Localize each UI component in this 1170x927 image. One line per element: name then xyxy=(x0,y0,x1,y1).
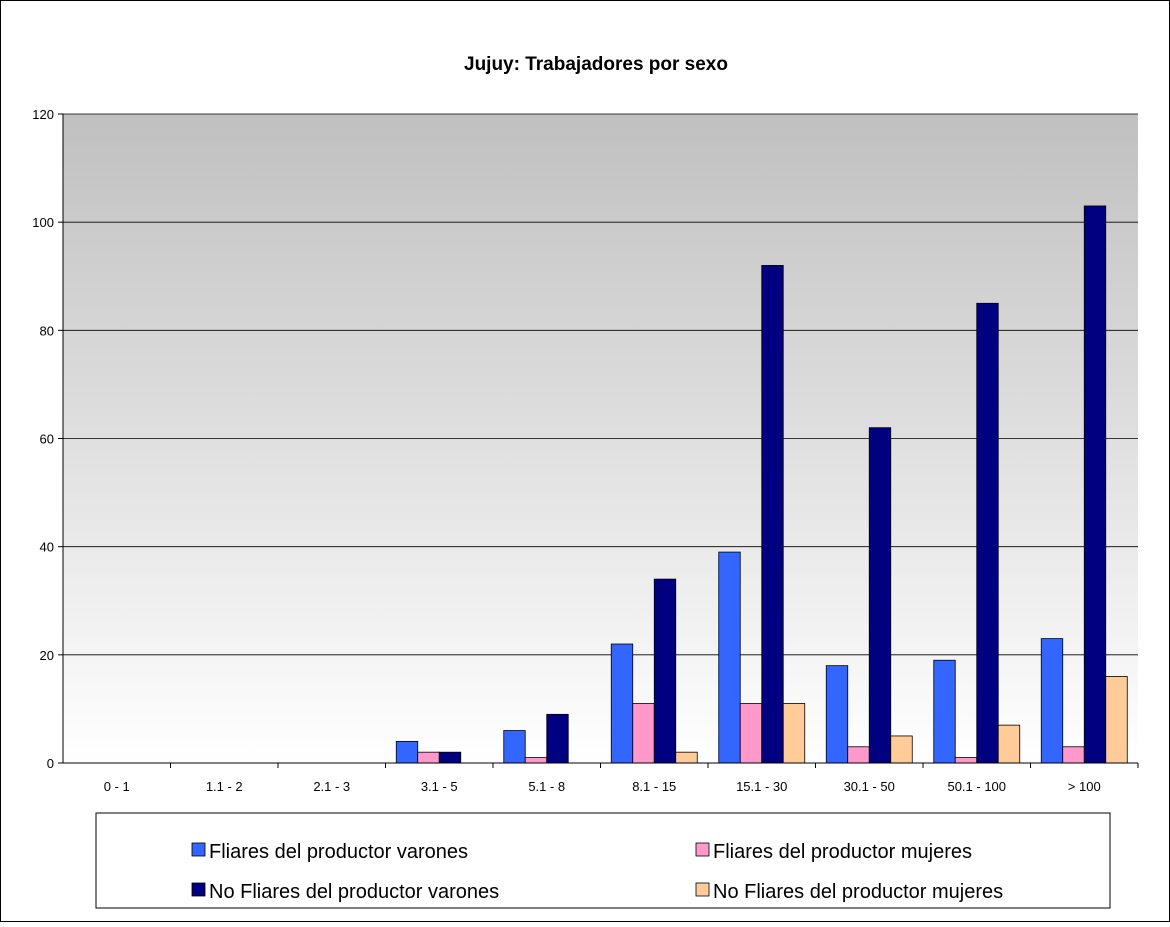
legend-swatch-3 xyxy=(191,882,206,897)
bar-2-_100 xyxy=(1062,746,1085,764)
bar-1-_100 xyxy=(1040,638,1064,764)
bar-1-30_1_50 xyxy=(825,665,849,764)
bar-4-30_1_50 xyxy=(890,735,913,764)
legend-swatch-2 xyxy=(695,842,710,857)
chart-title: Jujuy: Trabajadores por sexo xyxy=(464,54,728,75)
x-tick-label: 2.1 - 3 xyxy=(313,779,350,794)
bar-4-15_1_30 xyxy=(782,703,806,764)
x-tick-label: 15.1 - 30 xyxy=(736,779,787,794)
x-tick-label: 8.1 - 15 xyxy=(632,779,676,794)
bar-3-8_1_15 xyxy=(653,578,677,764)
bar-2-8_1_15 xyxy=(632,703,655,764)
x-tick-label: 0 - 1 xyxy=(104,779,130,794)
legend-swatch-4 xyxy=(695,882,710,897)
bar-2-50_1_100 xyxy=(954,757,978,764)
bar-1-50_1_100 xyxy=(933,659,956,764)
legend-label-2: Fliares del productor mujeres xyxy=(713,841,972,863)
legend-label-4: No Fliares del productor mujeres xyxy=(713,881,1003,903)
bar-3-15_1_30 xyxy=(761,265,784,764)
x-tick-label: > 100 xyxy=(1068,779,1101,794)
y-tick-label: 20 xyxy=(40,648,54,663)
bar-3-3_1_5 xyxy=(438,751,462,764)
bar-4-8_1_15 xyxy=(675,751,698,764)
bar-3-30_1_50 xyxy=(868,427,892,764)
bar-3-50_1_100 xyxy=(976,302,999,764)
x-tick-label: 5.1 - 8 xyxy=(528,779,565,794)
bar-2-5_1_8 xyxy=(524,757,548,764)
bar-3-_100 xyxy=(1083,205,1107,764)
bar-4-50_1_100 xyxy=(997,724,1021,764)
y-tick-label: 80 xyxy=(40,323,54,338)
x-tick-label: 30.1 - 50 xyxy=(844,779,895,794)
bar-1-15_1_30 xyxy=(718,551,741,764)
bar-2-15_1_30 xyxy=(739,703,763,764)
y-tick-label: 0 xyxy=(47,756,54,771)
legend-label-3: No Fliares del productor varones xyxy=(209,881,499,903)
bar-2-30_1_50 xyxy=(847,746,870,764)
bar-2-3_1_5 xyxy=(417,751,440,764)
bar-3-5_1_8 xyxy=(546,713,569,764)
y-tick-label: 120 xyxy=(32,107,54,122)
legend-box xyxy=(95,812,1111,909)
bar-1-5_1_8 xyxy=(503,730,526,764)
bar-1-8_1_15 xyxy=(610,643,634,764)
y-tick-label: 40 xyxy=(40,540,54,555)
y-tick-label: 100 xyxy=(32,215,54,230)
x-tick-label: 3.1 - 5 xyxy=(421,779,458,794)
bar-4-_100 xyxy=(1105,676,1128,764)
x-tick-label: 50.1 - 100 xyxy=(947,779,1006,794)
legend-label-1: Fliares del productor varones xyxy=(209,841,468,863)
bar-1-3_1_5 xyxy=(395,740,419,764)
y-tick-label: 60 xyxy=(40,432,54,447)
x-tick-label: 1.1 - 2 xyxy=(206,779,243,794)
legend-swatch-1 xyxy=(191,842,206,857)
